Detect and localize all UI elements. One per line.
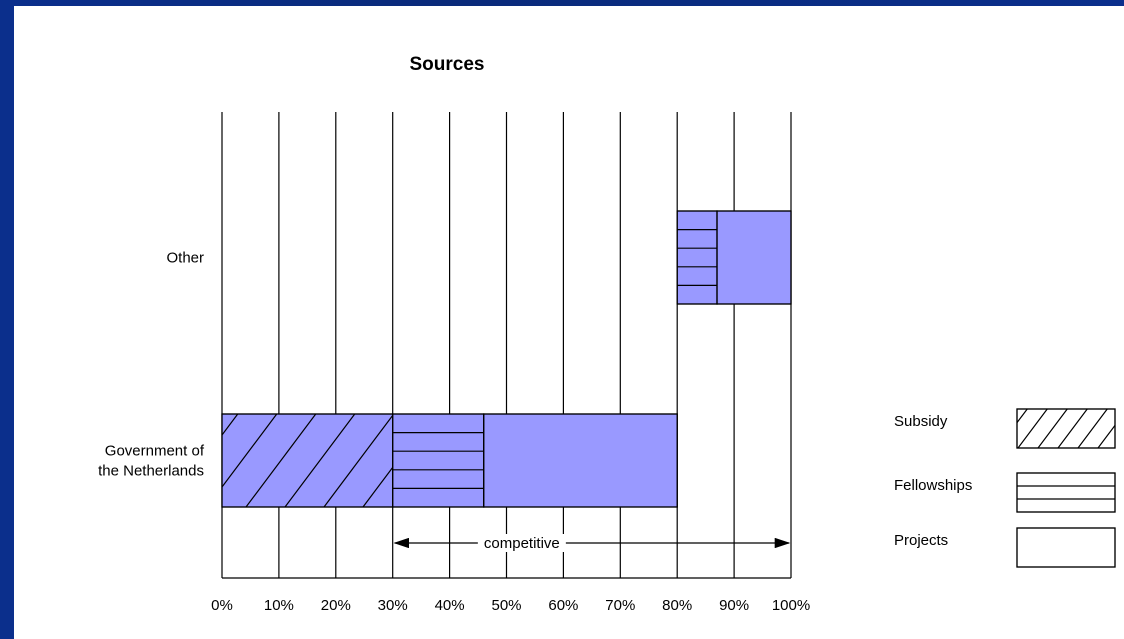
legend-swatch	[1016, 527, 1116, 568]
bar-segment-projects	[483, 413, 678, 508]
x-tick-label: 30%	[378, 597, 408, 614]
legend-swatch	[1016, 408, 1116, 449]
hatch	[1017, 409, 1115, 448]
x-tick-label: 70%	[605, 597, 635, 614]
legend-item-subsidy: Subsidy	[894, 408, 1116, 449]
x-tick-label: 60%	[548, 597, 578, 614]
x-tick-label: 10%	[264, 597, 294, 614]
bar-segment-projects	[716, 210, 792, 305]
hatch	[677, 229, 718, 286]
x-tick-label: 0%	[211, 597, 233, 614]
bar-segment-subsidy	[221, 413, 394, 508]
bar-segment-fellowships	[392, 413, 485, 508]
legend-label: Projects	[894, 532, 948, 549]
chart-title: Sources	[410, 54, 485, 75]
hatch	[222, 414, 393, 507]
legend-label: Fellowships	[894, 477, 972, 494]
chart-panel: Sources competitive 0% 10% 20% 30% 40% 50% 60%…	[14, 6, 1124, 639]
category-label: Government of	[105, 443, 205, 460]
x-tick-label: 100%	[772, 597, 810, 614]
x-tick-label: 90%	[719, 597, 749, 614]
bar-segment-fellowships	[676, 210, 718, 305]
bar-chart: Sources competitive 0% 10% 20% 30% 40% 50% 60%…	[98, 54, 1116, 614]
hatch	[1017, 485, 1115, 500]
x-tick-label: 50%	[491, 597, 521, 614]
legend-label: Subsidy	[894, 413, 948, 430]
x-tick-label: 80%	[662, 597, 692, 614]
legend-item-fellowships: Fellowships	[894, 472, 1116, 513]
annotation-bg	[477, 534, 566, 552]
x-tick-label: 20%	[321, 597, 351, 614]
annotation-label: competitive	[484, 535, 560, 552]
legend-swatch	[1016, 472, 1116, 513]
hatch	[392, 432, 484, 489]
category-label: Other	[166, 250, 204, 267]
legend-item-projects: Projects	[894, 527, 1116, 568]
x-tick-label: 40%	[435, 597, 465, 614]
category-label: the Netherlands	[98, 463, 204, 480]
